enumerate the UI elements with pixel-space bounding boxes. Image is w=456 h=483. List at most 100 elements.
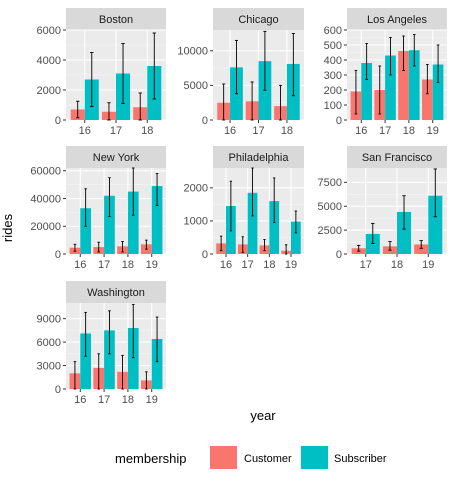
bar-los-angeles-customer-18 — [398, 51, 409, 120]
strip-label-boston: Boston — [99, 14, 133, 26]
y-tick-label-chicago: 0 — [202, 115, 208, 127]
y-tick-label-san-francisco: 7500 — [318, 177, 342, 189]
x-tick-label-boston: 17 — [110, 125, 122, 137]
y-tick-label-san-francisco: 5000 — [318, 201, 342, 213]
strip-new-york — [66, 146, 166, 168]
strip-label-chicago: Chicago — [238, 14, 278, 26]
y-tick-label-boston: 2000 — [37, 85, 61, 97]
bar-los-angeles-subscriber-19 — [432, 64, 444, 120]
x-tick-label-philadelphia: 16 — [220, 259, 232, 271]
y-tick-label-boston: 6000 — [37, 25, 61, 37]
x-tick-label-los-angeles: 19 — [427, 125, 439, 137]
bar-washington-subscriber-19 — [151, 338, 163, 389]
bar-washington-subscriber-16 — [80, 333, 91, 389]
x-tick-label-boston: 16 — [79, 125, 91, 137]
x-tick-label-new-york: 18 — [122, 259, 134, 271]
bar-san-francisco-subscriber-18 — [397, 211, 412, 254]
x-axis-title: year — [250, 408, 276, 423]
legend: membership Customer Subscriber — [115, 446, 387, 469]
panel-philadelphia: Philadelphia 0 1000 2000 16 17 18 19 — [184, 146, 304, 271]
strip-label-washington: Washington — [87, 287, 145, 299]
y-axis-title: rides — [0, 213, 15, 242]
bar-new-york-subscriber-18 — [127, 191, 139, 254]
bar-new-york-subscriber-17 — [104, 195, 115, 254]
x-tick-label-new-york: 19 — [146, 259, 158, 271]
x-tick-label-philadelphia: 17 — [242, 259, 254, 271]
y-tick-label-san-francisco: 0 — [336, 249, 342, 261]
x-tick-label-chicago: 17 — [252, 125, 264, 137]
strip-label-los-angeles: Los Angeles — [367, 14, 427, 26]
legend-label-customer: Customer — [244, 453, 292, 465]
y-tick-label-washington: 3000 — [37, 360, 61, 372]
y-tick-label-boston: 4000 — [37, 55, 61, 67]
bar-los-angeles-subscriber-17 — [385, 55, 396, 120]
strip-los-angeles — [347, 8, 447, 30]
y-tick-label-los-angeles: 600 — [324, 25, 342, 37]
x-tick-label-san-francisco: 19 — [422, 259, 434, 271]
x-tick-label-new-york: 16 — [74, 259, 86, 271]
panel-chicago: Chicago 0 5000 10000 16 17 18 — [177, 8, 304, 137]
x-tick-label-new-york: 17 — [98, 259, 110, 271]
strip-san-francisco — [347, 146, 447, 168]
bar-los-angeles-customer-19 — [422, 79, 433, 120]
bar-san-francisco-subscriber-17 — [365, 233, 380, 254]
panel-new-york: New York 0 20000 40000 60000 16 17 18 19 — [30, 146, 166, 271]
x-tick-label-washington: 17 — [98, 394, 110, 406]
y-tick-label-washington: 9000 — [37, 313, 61, 325]
y-tick-label-los-angeles: 400 — [324, 55, 342, 67]
strip-chicago — [213, 8, 304, 30]
strip-label-san-francisco: San Francisco — [362, 152, 432, 164]
x-tick-label-boston: 18 — [141, 125, 153, 137]
x-tick-label-los-angeles: 18 — [403, 125, 415, 137]
strip-boston — [66, 8, 166, 30]
y-tick-label-los-angeles: 300 — [324, 70, 342, 82]
y-tick-label-new-york: 20000 — [30, 221, 61, 233]
x-tick-label-washington: 16 — [74, 394, 86, 406]
x-tick-label-los-angeles: 17 — [379, 125, 391, 137]
bar-new-york-subscriber-19 — [151, 186, 163, 254]
bar-los-angeles-subscriber-18 — [408, 50, 420, 120]
bar-washington-subscriber-18 — [127, 328, 139, 389]
y-tick-label-philadelphia: 0 — [202, 249, 208, 261]
bar-philadelphia-subscriber-17 — [247, 192, 258, 254]
y-tick-label-washington: 6000 — [37, 337, 61, 349]
strip-label-new-york: New York — [93, 152, 140, 164]
bar-san-francisco-customer-19 — [414, 244, 429, 254]
legend-key-subscriber — [301, 446, 328, 469]
panel-washington: Washington 0 3000 6000 9000 16 17 18 19 — [37, 281, 166, 406]
x-tick-label-philadelphia: 18 — [263, 259, 275, 271]
y-tick-label-new-york: 0 — [55, 249, 61, 261]
y-tick-label-philadelphia: 1000 — [184, 216, 208, 228]
y-tick-label-los-angeles: 500 — [324, 40, 342, 52]
y-tick-label-los-angeles: 200 — [324, 85, 342, 97]
bar-washington-subscriber-17 — [104, 330, 115, 389]
bar-los-angeles-subscriber-16 — [361, 63, 372, 120]
x-tick-label-san-francisco: 18 — [391, 259, 403, 271]
y-tick-label-san-francisco: 2500 — [318, 225, 342, 237]
x-tick-label-los-angeles: 16 — [355, 125, 367, 137]
strip-philadelphia — [213, 146, 304, 168]
y-tick-label-washington: 0 — [55, 384, 61, 396]
panel-los-angeles: Los Angeles 0 100 200 300 400 500 600 16 17 18 19 — [324, 8, 447, 137]
legend-label-subscriber: Subscriber — [334, 453, 387, 465]
x-tick-label-washington: 19 — [146, 394, 158, 406]
y-tick-label-boston: 0 — [55, 115, 61, 127]
y-tick-label-los-angeles: 0 — [336, 115, 342, 127]
panel-boston: Boston 0 2000 4000 6000 16 17 18 — [37, 8, 166, 137]
y-tick-label-los-angeles: 100 — [324, 100, 342, 112]
y-tick-label-philadelphia: 2000 — [184, 183, 208, 195]
panel-san-francisco: San Francisco 0 2500 5000 7500 17 18 19 — [318, 146, 447, 271]
bar-philadelphia-subscriber-18 — [269, 201, 280, 254]
x-tick-label-san-francisco: 17 — [360, 259, 372, 271]
y-tick-label-new-york: 60000 — [30, 166, 61, 178]
y-tick-label-chicago: 5000 — [184, 80, 208, 92]
strip-label-philadelphia: Philadelphia — [229, 152, 290, 164]
y-tick-label-chicago: 10000 — [177, 46, 208, 58]
bar-philadelphia-subscriber-19 — [291, 221, 301, 254]
x-tick-label-chicago: 18 — [281, 125, 293, 137]
x-tick-label-philadelphia: 19 — [285, 259, 297, 271]
x-tick-label-chicago: 16 — [224, 125, 236, 137]
bar-new-york-subscriber-16 — [80, 208, 91, 254]
legend-key-customer — [210, 446, 237, 469]
